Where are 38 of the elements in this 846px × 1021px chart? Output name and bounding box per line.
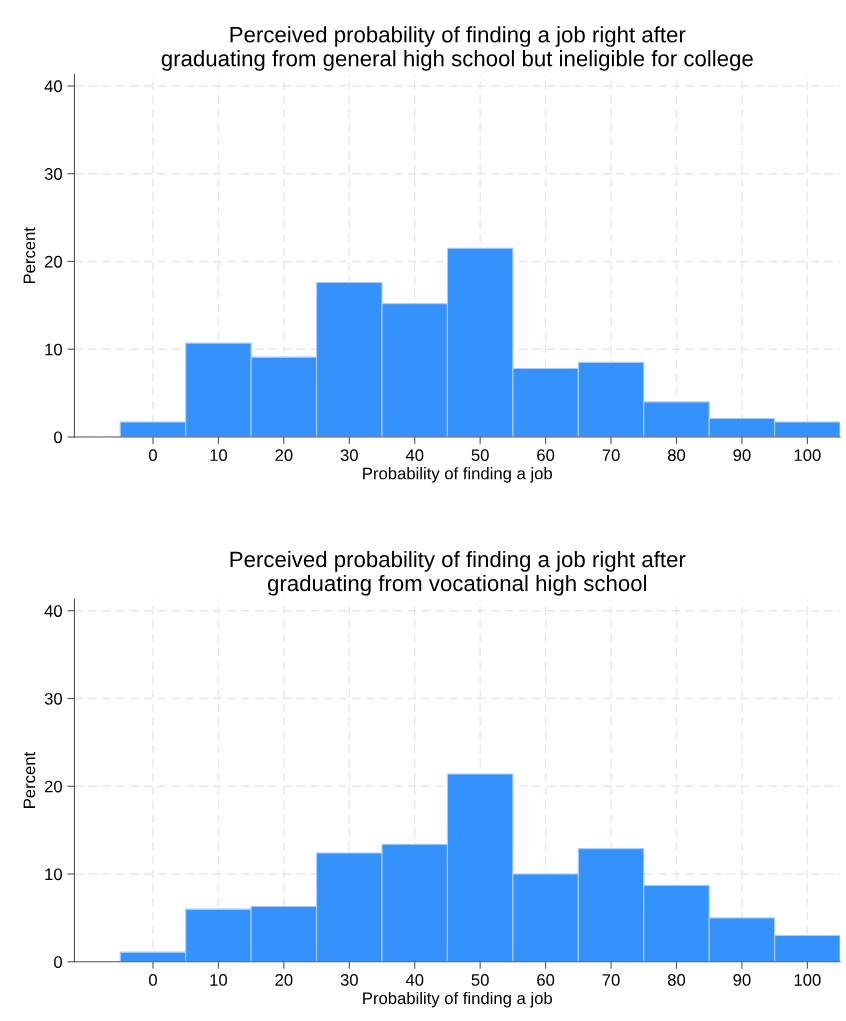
x-tick-label: 100 <box>794 449 821 462</box>
x-tick-label: 30 <box>340 449 358 462</box>
x-tick-label: 50 <box>471 449 489 462</box>
x-tick-label: 20 <box>275 449 293 462</box>
x-tick-label: 70 <box>602 449 620 462</box>
chart-title: Perceived probability of finding a job right after graduating from vocational high school <box>230 550 686 596</box>
x-tick-label: 80 <box>667 449 686 462</box>
y-tick-label: 20 <box>44 255 62 268</box>
x-tick-label: 80 <box>667 974 686 986</box>
x-tick-label: 20 <box>275 974 293 986</box>
y-tick-label: 30 <box>44 692 62 705</box>
x-tick-label: 40 <box>405 449 424 462</box>
x-tick-label: 30 <box>340 974 358 986</box>
x-tick-label: 100 <box>794 974 821 986</box>
x-axis-title: Probability of finding a job <box>363 467 552 483</box>
y-axis-title: Percent <box>23 751 36 808</box>
x-tick-label: 0 <box>148 974 157 986</box>
x-tick-label: 70 <box>602 974 620 986</box>
chart-title: Perceived probability of finding a job right after graduating from general high school but ineligible for college <box>161 26 753 71</box>
y-axis-title: Percent <box>23 227 36 284</box>
y-tick-label: 40 <box>44 80 62 93</box>
y-tick-label: 30 <box>44 168 62 180</box>
y-tick-label: 0 <box>54 956 62 968</box>
y-tick-label: 20 <box>44 780 62 793</box>
y-tick-label: 10 <box>45 343 62 356</box>
y-tick-label: 40 <box>44 605 62 617</box>
x-tick-label: 60 <box>537 974 555 986</box>
x-axis-title: Probability of finding a job <box>363 991 552 1008</box>
y-tick-label: 10 <box>45 868 62 881</box>
x-tick-label: 90 <box>733 974 751 986</box>
y-tick-label: 0 <box>54 431 62 444</box>
x-tick-label: 90 <box>733 449 751 462</box>
x-tick-label: 10 <box>210 974 228 986</box>
x-tick-label: 0 <box>148 449 157 462</box>
x-tick-label: 40 <box>405 974 424 986</box>
x-tick-label: 10 <box>210 449 228 462</box>
x-tick-label: 60 <box>537 449 555 462</box>
x-tick-label: 50 <box>471 974 489 986</box>
